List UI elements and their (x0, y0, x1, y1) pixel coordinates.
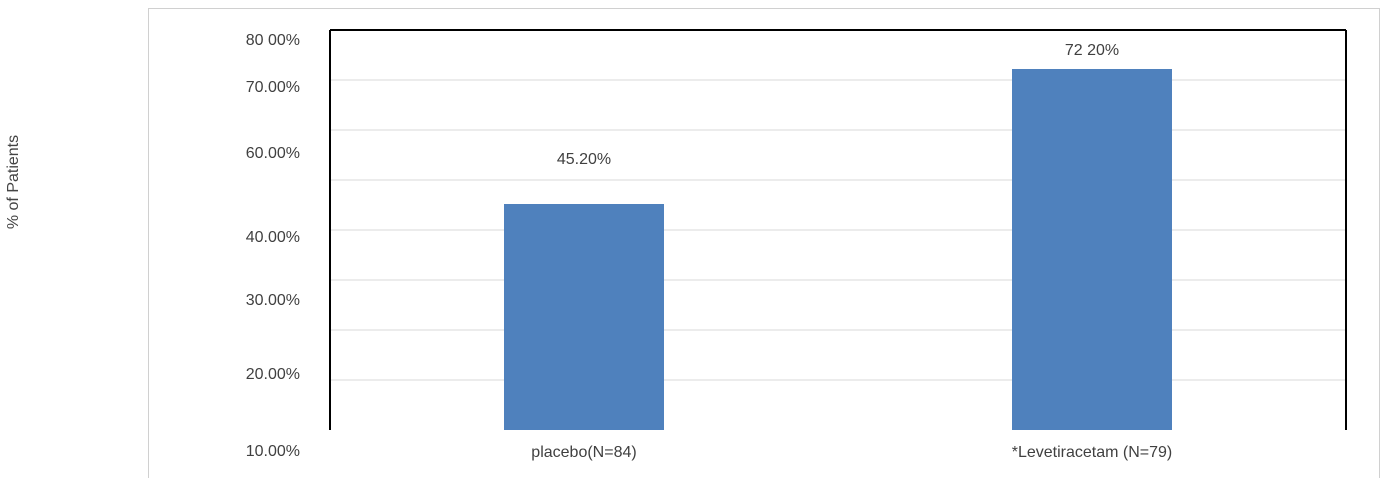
y-tick-label: 40.00% (246, 229, 300, 246)
y-tick-labels: 10.00% 20.00% 30.00% 40.00% 60.00% 70.00% 80 0… (246, 32, 300, 460)
category-label: *Levetiracetam (N=79) (1012, 444, 1173, 461)
y-tick-label: 70.00% (246, 79, 300, 96)
bar (504, 204, 664, 430)
bar-chart: 10.00% 20.00% 30.00% 40.00% 60.00% 70.00% 80 0… (246, 29, 1347, 461)
y-tick-label: 80 00% (246, 32, 300, 49)
plot-area-border (329, 29, 1347, 430)
y-tick-label: 60.00% (246, 145, 300, 162)
data-label: 72 20% (1065, 42, 1119, 59)
bars (504, 69, 1172, 430)
y-tick-label: 30.00% (246, 292, 300, 309)
data-label: 45.20% (557, 151, 611, 168)
gridlines (330, 29, 1346, 381)
category-label: placebo(N=84) (531, 444, 636, 461)
chart-frame (148, 8, 1380, 478)
data-labels: 45.20% 72 20% (557, 42, 1119, 168)
bar (1012, 69, 1172, 430)
category-labels: placebo(N=84) *Levetiracetam (N=79) (531, 444, 1172, 461)
y-tick-label: 20.00% (246, 366, 300, 383)
y-tick-label: 10.00% (246, 443, 300, 460)
